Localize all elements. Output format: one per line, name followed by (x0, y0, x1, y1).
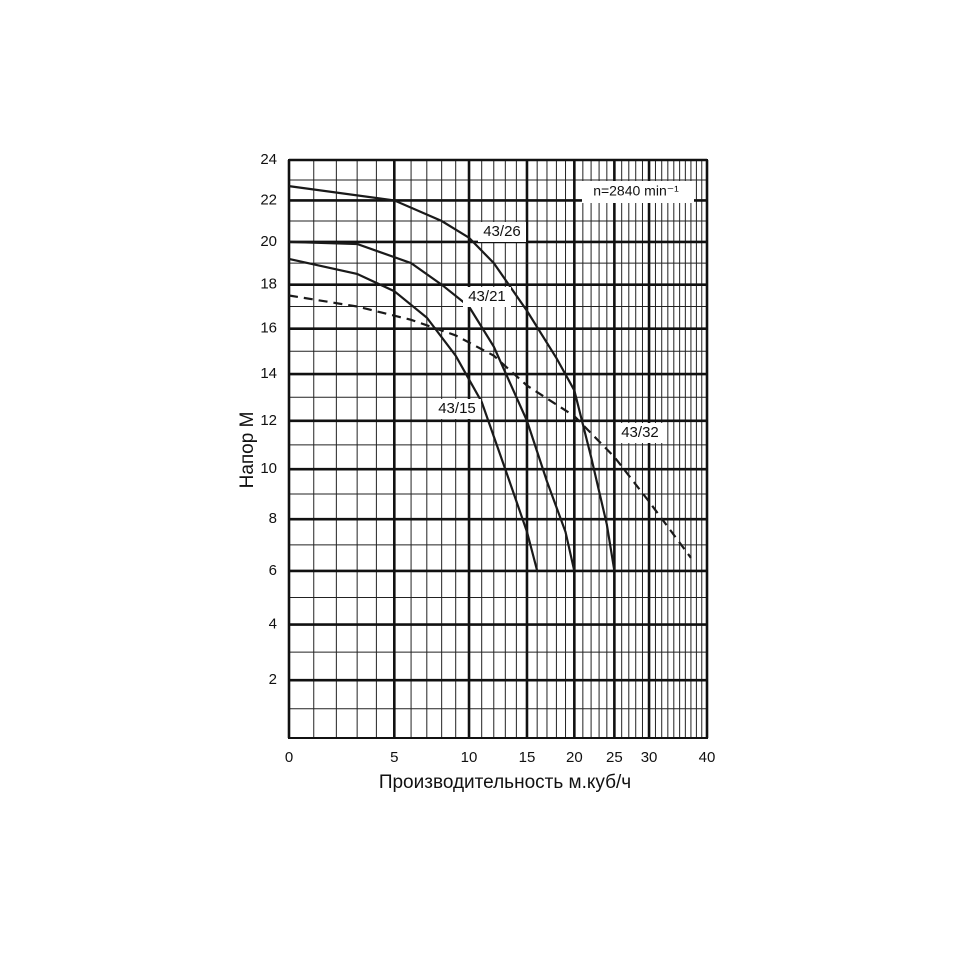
y-tick-label: 22 (260, 191, 277, 208)
x-tick-label: 30 (641, 749, 658, 766)
y-tick-label: 10 (260, 460, 277, 477)
x-tick-label: 5 (390, 749, 398, 766)
x-tick-label: 40 (699, 749, 716, 766)
y-tick-label: 6 (269, 562, 277, 579)
plot-border (288, 159, 708, 739)
curve (288, 294, 692, 559)
x-tick-label: 0 (285, 749, 293, 766)
curve (288, 185, 616, 572)
label-background (463, 287, 511, 307)
y-tick-label: 24 (260, 151, 277, 168)
x-axis-label: Производительность м.куб/ч (379, 772, 631, 793)
curve-label: 43/15 (438, 400, 476, 417)
annotation: n=2840 min⁻¹ (593, 183, 679, 199)
y-tick-label: 18 (260, 276, 277, 293)
curve-label: 43/32 (621, 424, 659, 441)
label-background (433, 399, 481, 419)
y-tick-label: 2 (269, 671, 277, 688)
y-tick-label: 8 (269, 510, 277, 527)
y-tick-label: 12 (260, 412, 277, 429)
label-background (616, 423, 664, 443)
curve-label: 43/26 (483, 223, 521, 240)
y-tick-label: 14 (260, 365, 277, 382)
curve (288, 240, 576, 572)
annotation-background (582, 181, 694, 203)
x-tick-label: 20 (566, 749, 583, 766)
y-tick-label: 16 (260, 320, 277, 337)
x-tick-label: 15 (519, 749, 536, 766)
y-tick-label: 20 (260, 233, 277, 250)
x-tick-label: 25 (606, 749, 623, 766)
x-tick-label: 10 (461, 749, 478, 766)
y-axis-label: Напор М (237, 412, 258, 489)
curve-label: 43/21 (468, 288, 506, 305)
y-tick-label: 4 (269, 616, 277, 633)
curve (288, 257, 539, 572)
label-background (478, 222, 526, 242)
